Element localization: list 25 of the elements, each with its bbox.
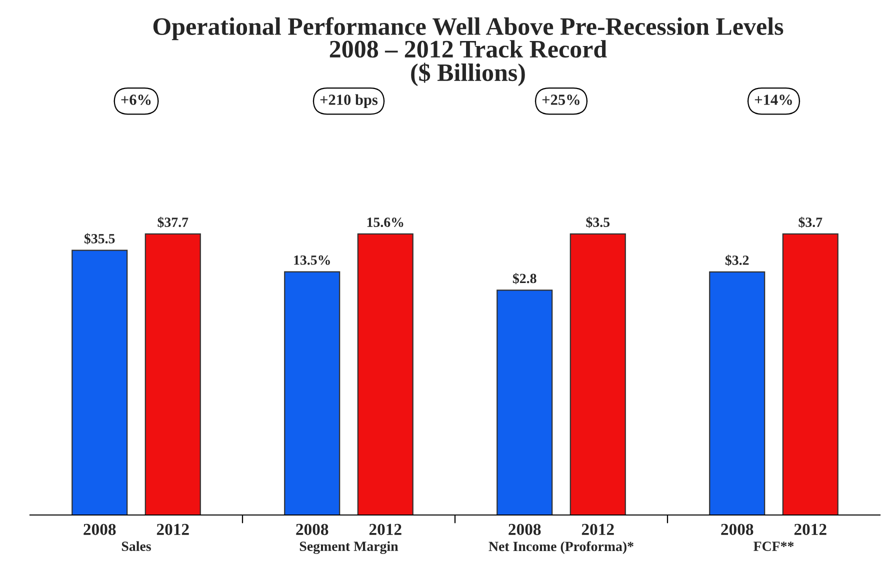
text: +14% xyxy=(754,94,792,105)
text: +6% xyxy=(121,94,151,105)
data-label: $3.5 xyxy=(586,216,610,228)
x-tick-label: 2012 xyxy=(794,524,826,536)
x-axis-title: Segment Margin xyxy=(300,541,398,554)
x-tick-label: 2008 xyxy=(84,524,116,536)
data-label: 15.6% xyxy=(367,218,404,228)
data-label: $3.2 xyxy=(725,254,749,266)
x-tick-label: 2008 xyxy=(296,524,328,536)
x-axis-title: FCF** xyxy=(754,542,794,551)
x-axis-title: Sales xyxy=(122,541,151,551)
x-tick-label: 2008 xyxy=(721,524,754,536)
x-tick-label: 2012 xyxy=(369,524,402,536)
text: Operational Performance Well Above Pre-Recession Levels 2008 – 2012 Track Record ($ Billions) xyxy=(153,17,784,86)
text: +25% xyxy=(542,94,580,105)
x-tick-label: 2012 xyxy=(156,524,189,536)
x-tick-label: 2008 xyxy=(508,524,541,536)
text: +210 bps xyxy=(320,94,378,108)
data-label: $37.7 xyxy=(158,216,188,228)
data-label: $2.8 xyxy=(512,272,536,284)
data-label: $3.7 xyxy=(798,216,822,228)
data-label: 13.5% xyxy=(294,255,330,265)
data-label: $35.5 xyxy=(84,233,115,244)
x-axis-title: Net Income (Proforma)* xyxy=(488,541,634,554)
x-tick-label: 2012 xyxy=(582,524,614,536)
